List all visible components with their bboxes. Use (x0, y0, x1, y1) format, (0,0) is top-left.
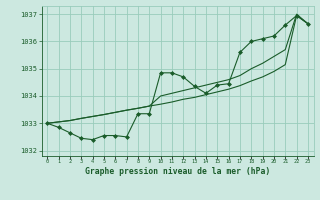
X-axis label: Graphe pression niveau de la mer (hPa): Graphe pression niveau de la mer (hPa) (85, 167, 270, 176)
